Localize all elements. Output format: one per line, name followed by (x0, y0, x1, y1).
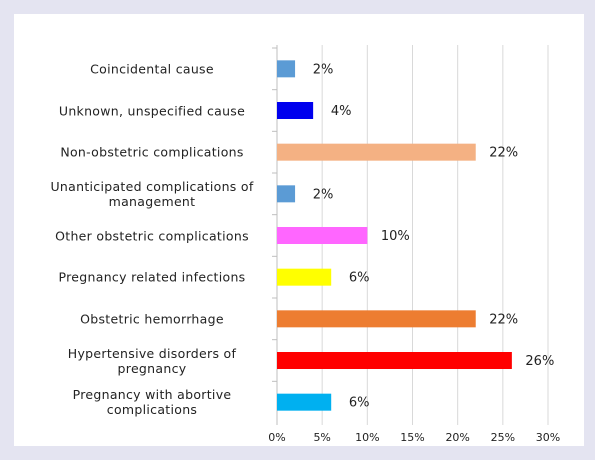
data-label: 22% (489, 312, 518, 327)
x-tick-label: 0% (268, 431, 285, 444)
y-tick-label: Obstetric hemorrhage (80, 311, 224, 327)
bar (277, 393, 332, 411)
bar (277, 227, 368, 244)
x-tick-label: 5% (313, 431, 330, 444)
bar (277, 60, 296, 78)
y-tick-label: Other obstetric complications (55, 228, 249, 243)
bar (277, 310, 476, 328)
x-tick-label: 20% (445, 431, 469, 444)
data-label: 2% (313, 62, 334, 77)
bar (277, 185, 296, 203)
data-label: 10% (381, 229, 410, 244)
y-tick-label: Pregnancy with abortive complications (72, 387, 232, 418)
x-tick-label: 15% (400, 431, 424, 444)
y-tick-label: Coincidental cause (90, 61, 214, 77)
y-tick-label: Unknown, unspecified cause (58, 103, 246, 118)
y-tick-label: Hypertensive disorders of pregnancy (67, 345, 237, 376)
data-label: 22% (489, 146, 518, 161)
bar (277, 102, 314, 119)
y-tick-label: Non-obstetric complications (60, 144, 244, 160)
y-tick-label: Pregnancy related infections (58, 269, 246, 285)
x-tick-label: 25% (491, 431, 515, 444)
bar (277, 352, 512, 369)
bar (277, 143, 476, 161)
data-label: 2% (313, 187, 334, 202)
x-tick-label: 30% (536, 431, 560, 444)
data-label: 4% (331, 104, 352, 119)
x-tick-label: 10% (355, 431, 379, 444)
y-tick-label: Unanticipated complications of managemen… (50, 178, 254, 209)
data-label: 6% (349, 396, 370, 411)
data-label: 26% (525, 354, 554, 369)
data-label: 6% (349, 271, 370, 286)
bar (277, 268, 332, 286)
